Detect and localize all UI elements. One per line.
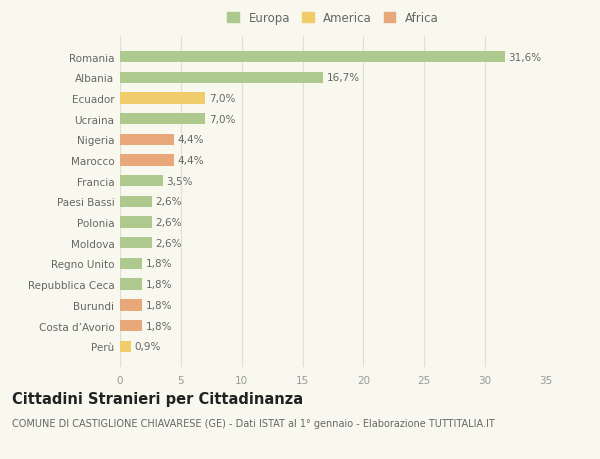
Text: 1,8%: 1,8%: [146, 280, 172, 290]
Bar: [120, 258, 142, 269]
Bar: [120, 176, 163, 187]
Bar: [120, 238, 152, 249]
Text: 1,8%: 1,8%: [146, 300, 172, 310]
Bar: [120, 73, 323, 84]
Text: 4,4%: 4,4%: [177, 135, 204, 145]
Bar: [120, 196, 152, 207]
Text: COMUNE DI CASTIGLIONE CHIAVARESE (GE) - Dati ISTAT al 1° gennaio - Elaborazione : COMUNE DI CASTIGLIONE CHIAVARESE (GE) - …: [12, 418, 495, 428]
Bar: [120, 114, 205, 125]
Text: 31,6%: 31,6%: [508, 52, 541, 62]
Bar: [120, 155, 173, 166]
Legend: Europa, America, Africa: Europa, America, Africa: [225, 10, 441, 27]
Bar: [120, 300, 142, 311]
Bar: [120, 320, 142, 331]
Bar: [120, 134, 173, 146]
Bar: [120, 52, 505, 63]
Text: 1,8%: 1,8%: [146, 321, 172, 331]
Text: 7,0%: 7,0%: [209, 114, 235, 124]
Text: 3,5%: 3,5%: [166, 176, 193, 186]
Text: 16,7%: 16,7%: [327, 73, 360, 83]
Bar: [120, 217, 152, 228]
Text: 1,8%: 1,8%: [146, 259, 172, 269]
Text: 2,6%: 2,6%: [155, 238, 182, 248]
Text: 7,0%: 7,0%: [209, 94, 235, 104]
Text: 4,4%: 4,4%: [177, 156, 204, 166]
Text: 0,9%: 0,9%: [134, 341, 161, 352]
Text: Cittadini Stranieri per Cittadinanza: Cittadini Stranieri per Cittadinanza: [12, 391, 303, 406]
Text: 2,6%: 2,6%: [155, 218, 182, 228]
Bar: [120, 341, 131, 352]
Bar: [120, 279, 142, 290]
Bar: [120, 93, 205, 104]
Text: 2,6%: 2,6%: [155, 197, 182, 207]
